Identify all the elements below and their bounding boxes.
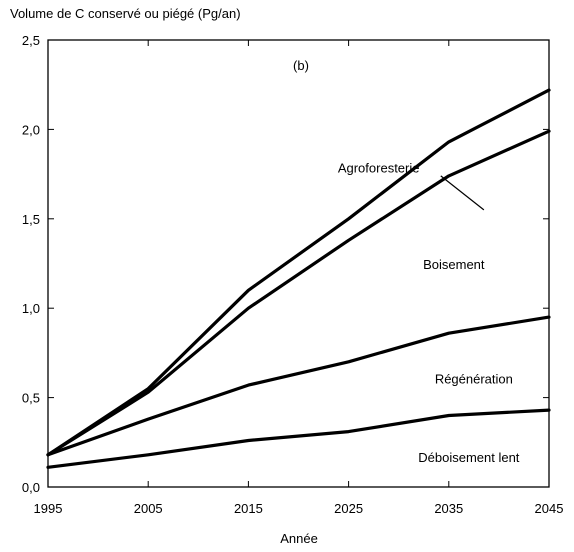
- y-axis-title: Volume de C conservé ou piégé (Pg/an): [10, 6, 241, 21]
- label-leader-line: [440, 175, 485, 211]
- x-tick-label: 2005: [134, 501, 163, 516]
- series-line: [46, 408, 551, 469]
- y-tick-label: 2,0: [22, 122, 40, 137]
- y-tick-label: 1,0: [22, 301, 40, 316]
- y-tick-label: 0,5: [22, 391, 40, 406]
- series-label: Agroforesterie: [338, 160, 420, 175]
- series-label: Régénération: [435, 371, 513, 386]
- series-label: Déboisement lent: [418, 450, 520, 465]
- y-tick-label: 0,0: [22, 480, 40, 495]
- series-line: [46, 88, 551, 457]
- x-tick-label: 2015: [234, 501, 263, 516]
- x-tick-label: 1995: [34, 501, 63, 516]
- panel-label: (b): [293, 58, 309, 73]
- series-line: [46, 129, 551, 457]
- x-tick-label: 2035: [434, 501, 463, 516]
- series-lines: [46, 88, 551, 469]
- x-tick-label: 2025: [334, 501, 363, 516]
- x-axis-title: Année: [280, 531, 318, 546]
- series-line: [46, 315, 551, 457]
- plot-frame: [47, 39, 550, 488]
- series-labels: Agroforesterie Boisement Régénération Déboi…: [338, 160, 520, 465]
- axis-ticks: 1995 2005 2015 2025 2035 2045 0,0 0,5 1,0 1,5 2,0 2…: [22, 33, 564, 516]
- series-label: Boisement: [423, 257, 485, 272]
- x-tick-label: 2045: [535, 501, 564, 516]
- y-tick-label: 1,5: [22, 212, 40, 227]
- y-tick-label: 2,5: [22, 33, 40, 48]
